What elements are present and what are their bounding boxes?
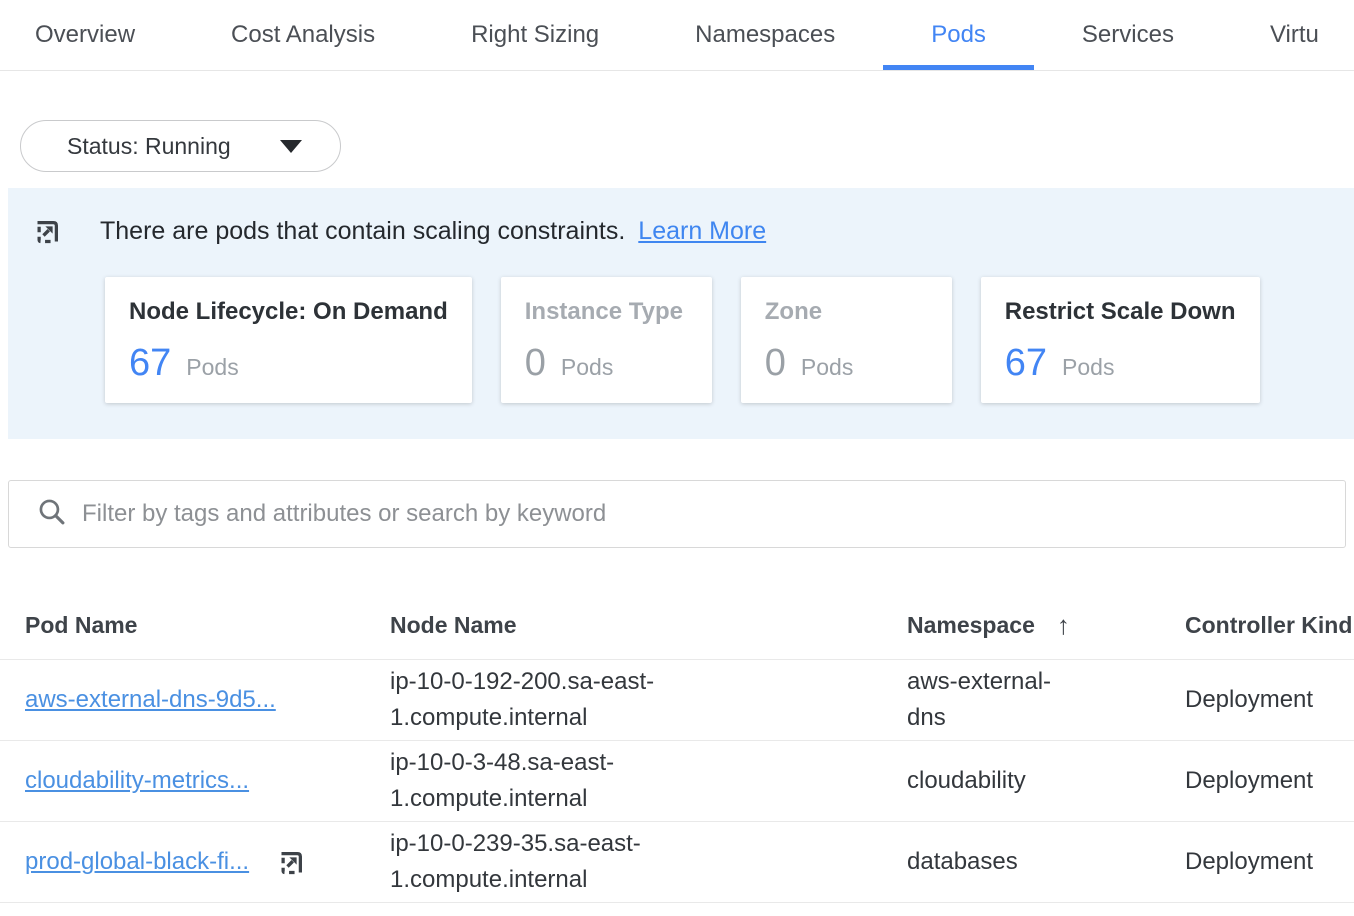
column-header-pod-name[interactable]: Pod Name (25, 612, 138, 638)
table-row-aws-external-dns: aws-external-dns-9d5... ip-10-0-192-200.… (0, 660, 1354, 741)
pod-name-cell: cloudability-metrics... (25, 767, 390, 795)
status-filter-dropdown[interactable]: Status: Running (20, 120, 341, 172)
tab-label: Right Sizing (471, 21, 600, 48)
banner-message: There are pods that contain scaling cons… (100, 216, 626, 245)
card-unit-label: Pods (560, 354, 614, 380)
controller-kind-cell: Deployment (1185, 767, 1314, 794)
tab-label: Virtu (1269, 21, 1319, 48)
card-unit-label: Pods (1062, 354, 1115, 380)
constraint-card-instance-type[interactable]: Instance Type 0 Pods (500, 277, 712, 403)
node-name-cell: ip-10-0-239-35.sa-east-1.compute.interna… (390, 830, 641, 893)
controller-kind-cell: Deployment (1185, 686, 1314, 713)
namespace-cell: cloudability (907, 767, 1026, 794)
constraint-cards: Node Lifecycle: On Demand 67 Pods Instan… (105, 277, 1354, 403)
learn-more-link[interactable]: Learn More (638, 216, 767, 245)
card-pod-count: 0 (764, 342, 786, 384)
pod-name-cell: prod-global-black-fi... (25, 847, 390, 877)
table-header-row: Pod Name Node Name Namespace ↑ Controlle… (0, 592, 1354, 660)
search-input[interactable] (82, 500, 1345, 528)
search-box (8, 480, 1346, 548)
constraint-card-node-lifecycle-on-demand[interactable]: Node Lifecycle: On Demand 67 Pods (105, 277, 472, 403)
tab-cost-analysis[interactable]: Cost Analysis (183, 0, 423, 70)
scaling-constraint-icon (277, 847, 307, 877)
tab-label: Namespaces (695, 21, 836, 48)
node-name-cell: ip-10-0-3-48.sa-east-1.compute.internal (390, 749, 615, 812)
tab-overview[interactable]: Overview (0, 0, 183, 70)
tab-label: Pods (931, 21, 986, 48)
card-title: Instance Type (524, 298, 684, 325)
pod-name-cell: aws-external-dns-9d5... (25, 686, 390, 714)
card-pod-count: 67 (1004, 342, 1048, 384)
chevron-down-icon (280, 139, 302, 153)
card-title: Zone (764, 298, 823, 325)
pods-table: Pod Name Node Name Namespace ↑ Controlle… (0, 592, 1354, 903)
table-body: aws-external-dns-9d5... ip-10-0-192-200.… (0, 660, 1354, 903)
pod-name-link[interactable]: aws-external-dns-9d5... (25, 686, 276, 713)
tab-right-sizing[interactable]: Right Sizing (423, 0, 647, 70)
card-pod-count: 67 (129, 342, 172, 384)
column-header-namespace[interactable]: Namespace ↑ (907, 610, 1070, 640)
pod-name-link[interactable]: prod-global-black-fi... (25, 848, 250, 875)
card-title: Node Lifecycle: On Demand (129, 298, 448, 325)
tab-pods[interactable]: Pods (883, 0, 1034, 70)
constraint-card-zone[interactable]: Zone 0 Pods (740, 277, 952, 403)
column-header-controller-kind[interactable]: Controller Kind (1185, 612, 1353, 638)
tab-label: Overview (35, 21, 136, 48)
card-unit-label: Pods (800, 354, 854, 380)
card-title: Restrict Scale Down (1004, 298, 1236, 325)
tab-virtu[interactable]: Virtu (1222, 0, 1354, 70)
controller-kind-cell: Deployment (1185, 848, 1314, 875)
table-row-databases: prod-global-black-fi... ip-10-0-239-35.s… (0, 822, 1354, 903)
column-header-node-name[interactable]: Node Name (390, 612, 517, 638)
pod-name-link[interactable]: cloudability-metrics... (25, 767, 250, 794)
constraint-card-restrict-scale-down[interactable]: Restrict Scale Down 67 Pods (980, 277, 1260, 403)
namespace-cell: aws-external-dns (907, 668, 1052, 731)
scaling-constraints-banner: There are pods that contain scaling cons… (8, 188, 1354, 439)
namespace-cell: databases (907, 848, 1018, 875)
tab-label: Services (1081, 21, 1174, 48)
table-row-cloudability: cloudability-metrics... ip-10-0-3-48.sa-… (0, 741, 1354, 822)
sort-ascending-icon: ↑ (1056, 610, 1070, 640)
node-name-cell: ip-10-0-192-200.sa-east-1.compute.intern… (390, 668, 655, 731)
tab-services[interactable]: Services (1034, 0, 1222, 70)
card-unit-label: Pods (186, 354, 239, 380)
search-icon (37, 497, 66, 531)
card-pod-count: 0 (524, 342, 546, 384)
tab-bar: Overview Cost Analysis Right Sizing Name… (0, 0, 1354, 71)
status-filter-label: Status: Running (67, 132, 231, 159)
scaling-constraint-icon (33, 216, 63, 246)
tab-namespaces[interactable]: Namespaces (647, 0, 883, 70)
tab-label: Cost Analysis (231, 21, 376, 48)
